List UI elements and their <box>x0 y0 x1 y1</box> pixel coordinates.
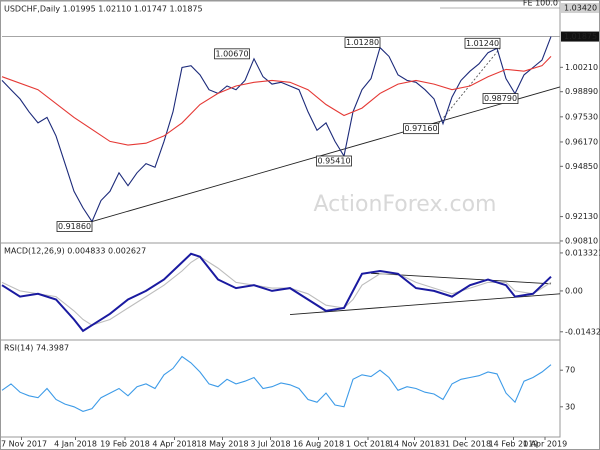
annotation-box <box>214 48 250 60</box>
x-tick-label: 4 Jan 2018 <box>54 440 97 449</box>
price-box <box>561 31 599 42</box>
annotation-box <box>56 221 93 232</box>
x-tick-label: 16 Aug 2018 <box>293 440 344 449</box>
panel <box>0 242 561 341</box>
series-line <box>1 355 552 412</box>
y-tick-label: 0.00 <box>565 286 583 295</box>
x-tick-label: 1 Apr 2019 <box>523 440 567 449</box>
y-tick-label: 0.96170 <box>565 137 598 146</box>
y-tick-label: 0.94850 <box>565 162 598 171</box>
x-tick-label: 18 May 2018 <box>196 440 248 449</box>
x-tick-label: 1 Oct 2018 <box>346 440 390 449</box>
annotation-label: 1.00670 <box>215 49 248 58</box>
annotation-box <box>403 123 439 135</box>
annotation-label: 0.97160 <box>404 124 437 133</box>
x-tick-label: 4 Apr 2018 <box>152 440 196 449</box>
price-box <box>561 3 599 14</box>
y-tick-label: 70 <box>565 366 575 375</box>
series-line <box>1 56 552 146</box>
price-label: 1.01875 <box>564 32 597 41</box>
y-tick-label: 30 <box>565 402 575 411</box>
panel-title: MACD(12,26,9) 0.004833 0.002627 <box>4 247 146 256</box>
x-tick-label: 31 Dec 2018 <box>440 440 491 449</box>
y-tick-label: -0.014323 <box>565 327 600 336</box>
x-tick-label: 19 Feb 2018 <box>100 440 150 449</box>
annotation-label: 0.98790 <box>484 94 517 103</box>
annotation-label: 1.01240 <box>466 39 499 48</box>
annotation-box <box>344 37 381 48</box>
series-line <box>1 252 552 333</box>
panel-title: USDCHF,Daily 1.01995 1.02110 1.01747 1.0… <box>4 5 203 14</box>
y-tick-label: 0.92130 <box>565 212 598 221</box>
annotation-box <box>316 155 352 167</box>
y-tick-label: 0.97530 <box>565 112 598 121</box>
trend-line <box>91 86 561 223</box>
x-tick-label: 14 Feb 2019 <box>489 440 539 449</box>
series-line <box>1 36 552 223</box>
x-tick-label: 14 Nov 2018 <box>389 440 440 449</box>
annotation-label: 0.91860 <box>58 222 91 231</box>
annotation-label: 1.01280 <box>346 38 379 47</box>
watermark: ActionForex.com <box>314 192 497 217</box>
y-tick-label: 1.00210 <box>565 63 598 72</box>
x-tick-label: 17 Nov 2017 <box>0 440 47 449</box>
y-tick-label: 0.013321 <box>565 248 600 257</box>
panel <box>0 339 561 438</box>
panel-title: RSI(14) 74.3987 <box>4 344 69 353</box>
annotation-label: 0.95410 <box>317 156 350 165</box>
annotation-box <box>464 37 501 49</box>
y-tick-label: 0.90810 <box>565 236 598 245</box>
x-tick-label: 3 Jul 2018 <box>250 440 290 449</box>
price-label: 1.03420 <box>564 4 597 13</box>
y-tick-label: 0.98890 <box>565 87 598 96</box>
hline-text: FE 100.0 <box>523 0 558 8</box>
annotation-box <box>482 93 519 104</box>
